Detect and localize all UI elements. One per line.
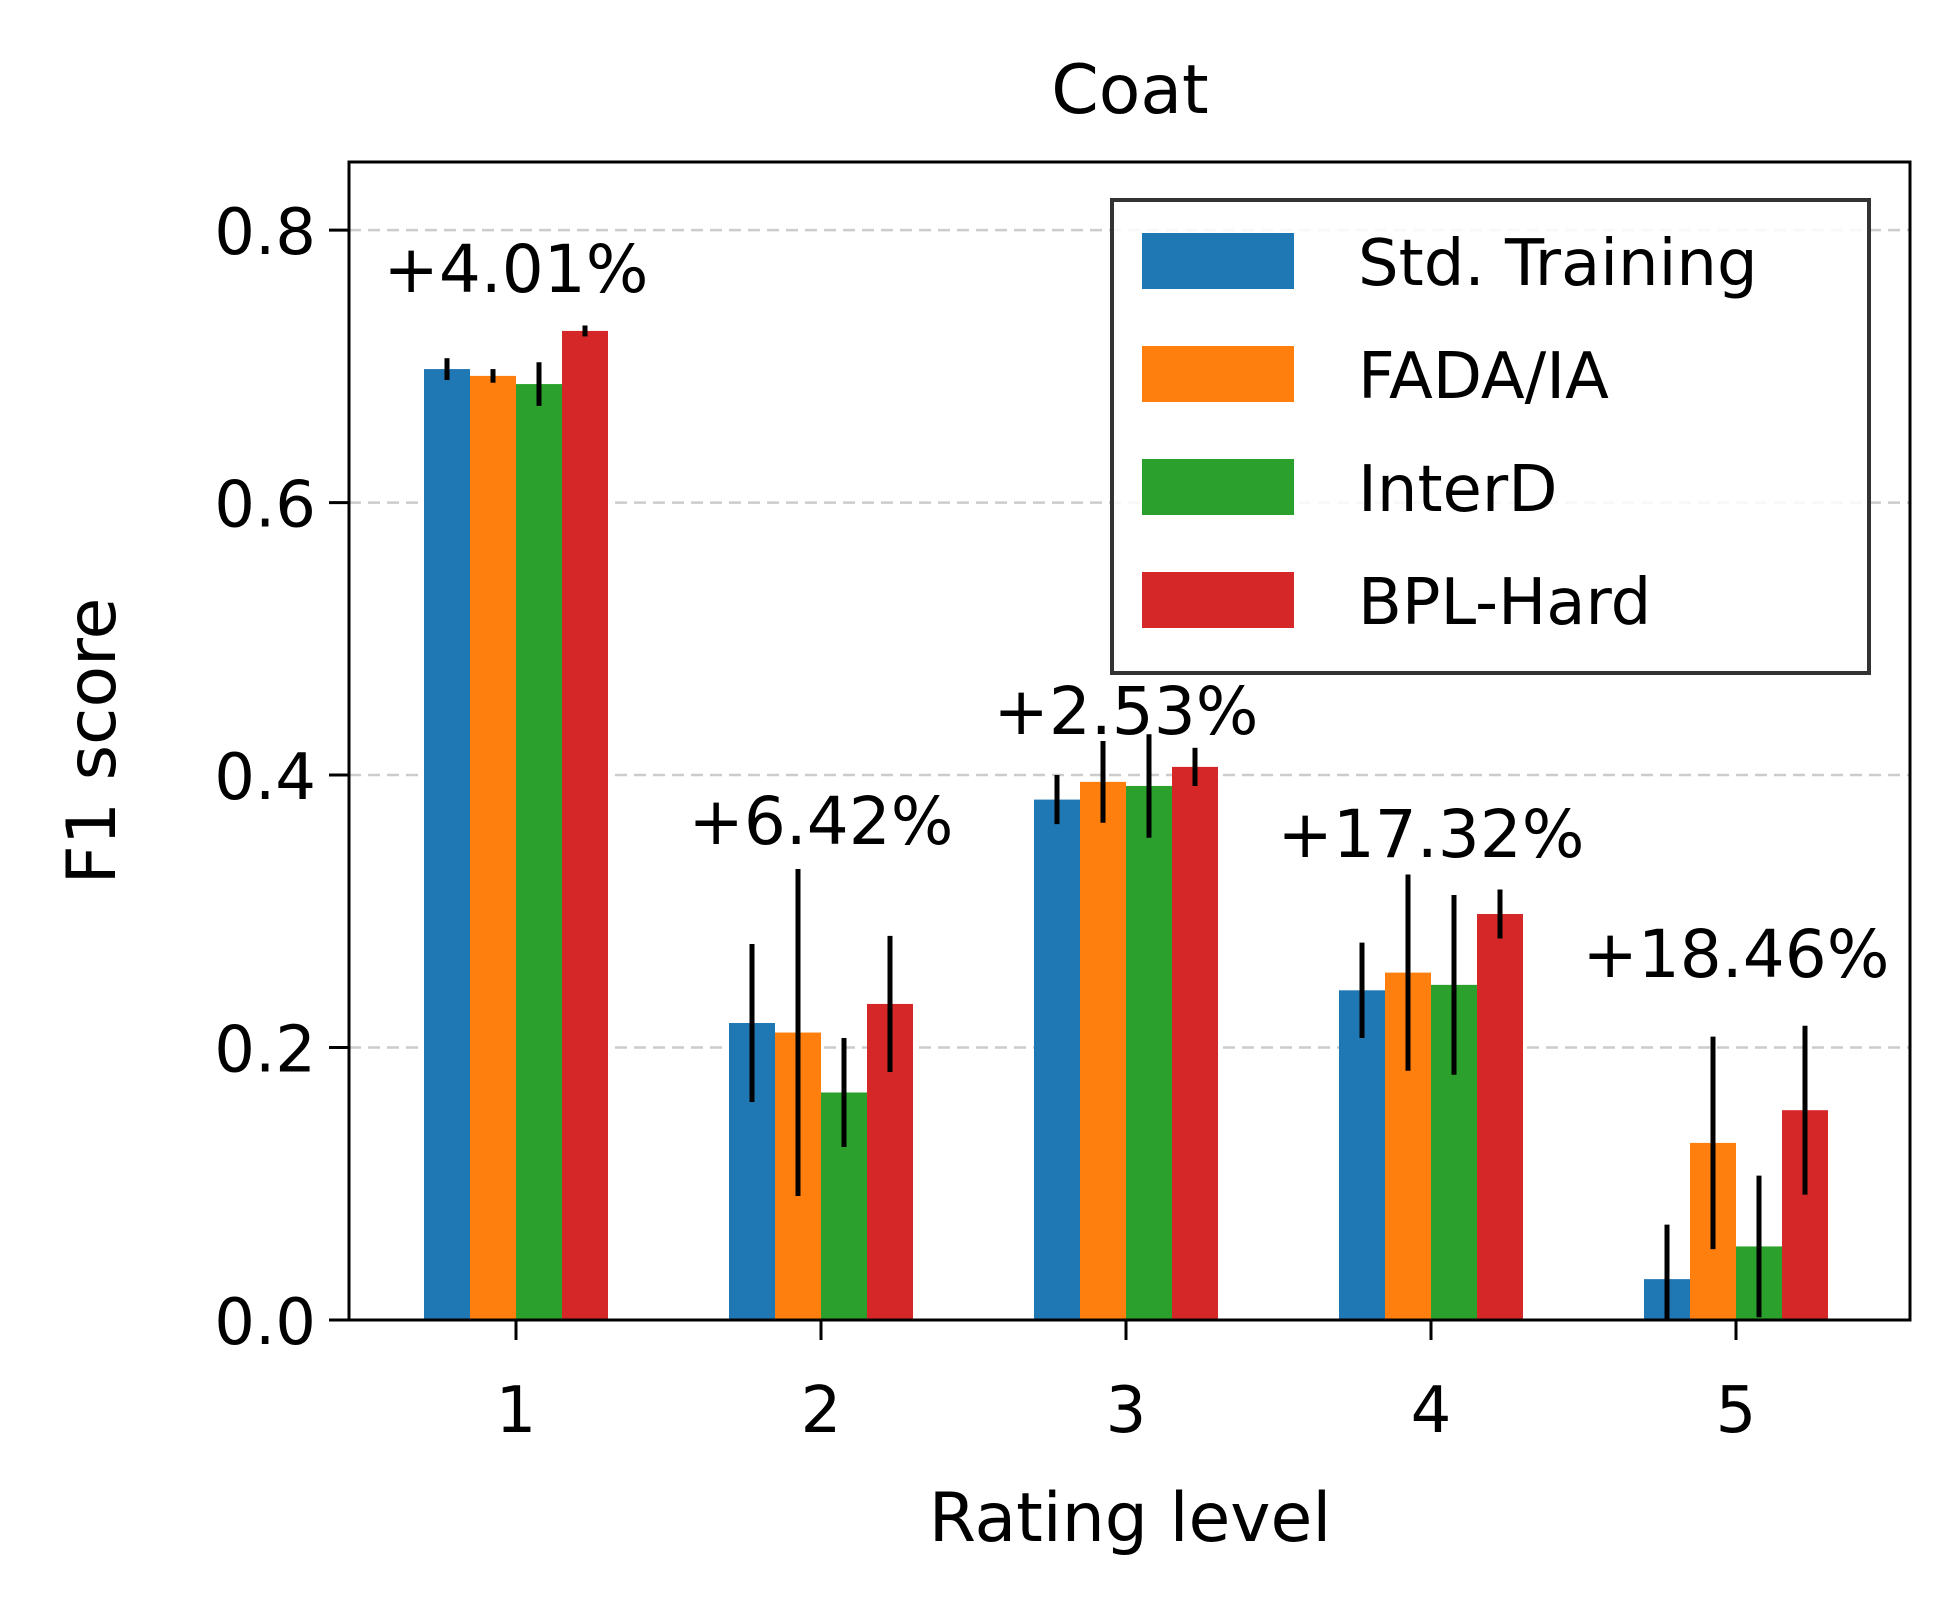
y-tick-label: 0.6 <box>214 469 316 543</box>
annotation-label: +2.53% <box>994 673 1259 750</box>
bars <box>424 330 1828 1320</box>
legend-label: InterD <box>1358 453 1558 527</box>
bar <box>1034 799 1080 1320</box>
x-tick-label: 3 <box>1106 1374 1147 1448</box>
legend-swatch <box>1142 346 1294 402</box>
x-tick-label: 1 <box>496 1374 537 1448</box>
legend-swatch <box>1142 459 1294 515</box>
legend-swatch <box>1142 233 1294 289</box>
bar <box>470 375 516 1320</box>
chart-title: Coat <box>1051 51 1208 130</box>
y-axis-label: F1 score <box>53 598 132 885</box>
x-axis: 1 2 3 4 5 <box>496 1320 1757 1448</box>
legend: Std. Training FADA/IA InterD BPL-Hard <box>1110 198 1871 675</box>
x-tick-label: 4 <box>1411 1374 1452 1448</box>
legend-label: Std. Training <box>1358 227 1758 301</box>
legend-label: FADA/IA <box>1358 340 1609 414</box>
bar <box>516 384 562 1320</box>
bar <box>562 330 608 1320</box>
bar <box>1339 990 1385 1320</box>
annotation-label: +18.46% <box>1583 916 1890 993</box>
bar <box>1172 766 1218 1320</box>
plot-frame <box>347 160 1912 1322</box>
y-axis: 0.0 0.2 0.4 0.6 0.8 <box>214 196 349 1360</box>
bar <box>1477 914 1523 1320</box>
bar <box>1080 781 1126 1320</box>
x-tick-label: 5 <box>1716 1374 1757 1448</box>
y-tick-label: 0.0 <box>214 1286 316 1360</box>
y-tick-label: 0.2 <box>214 1014 316 1088</box>
legend-swatch <box>1142 572 1294 628</box>
x-tick-label: 2 <box>801 1374 842 1448</box>
bar <box>424 369 470 1320</box>
y-tick-label: 0.8 <box>214 196 316 270</box>
annotation-label: +6.42% <box>689 783 954 860</box>
annotation-label: +4.01% <box>384 231 649 308</box>
x-axis-label: Rating level <box>929 1479 1332 1558</box>
legend-label: BPL-Hard <box>1358 566 1651 640</box>
bar <box>1126 785 1172 1320</box>
y-tick-label: 0.4 <box>214 741 316 815</box>
annotations: +4.01% +6.42% +2.53%+17.32% +18.46% <box>384 231 1890 993</box>
error-bars <box>444 325 1808 1320</box>
annotation-label: +17.32% <box>1278 796 1585 873</box>
